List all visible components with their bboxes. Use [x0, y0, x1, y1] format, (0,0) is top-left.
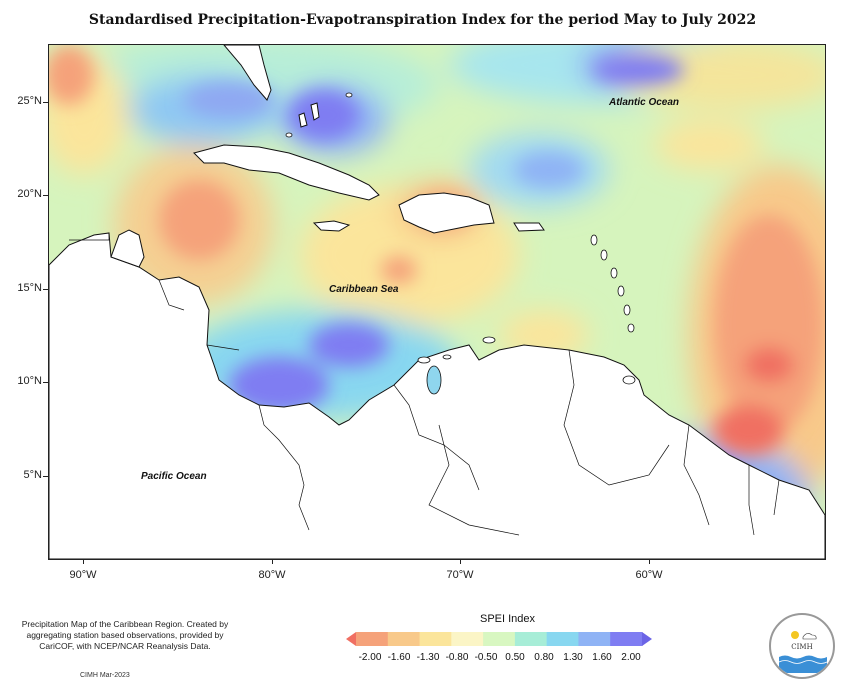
caribbean-sea-label: Caribbean Sea [329, 284, 399, 295]
legend-swatch [451, 632, 484, 646]
map-title: Standardised Precipitation-Evapotranspir… [88, 12, 757, 28]
legend-tick-label: -0.80 [445, 652, 469, 663]
lon-tick [649, 559, 650, 564]
lat-label: 10°N [17, 375, 42, 387]
map-canvas [49, 45, 825, 559]
legend-tick-label: -1.60 [387, 652, 411, 663]
map-credit: CIMH Mar-2023 [80, 672, 130, 679]
legend-colorbar [346, 632, 652, 646]
lat-tick [43, 102, 48, 103]
borders [69, 233, 780, 536]
lon-tick [272, 559, 273, 564]
legend-swatch [642, 632, 652, 646]
lat-tick [43, 476, 48, 477]
legend-tick-label: 2.00 [621, 652, 641, 663]
lon-label: 80°W [258, 569, 286, 581]
lon-tick [460, 559, 461, 564]
cimh-logo: CIMH [769, 613, 835, 679]
lat-tick [43, 382, 48, 383]
lat-tick [43, 195, 48, 196]
legend-swatch [419, 632, 452, 646]
lon-label: 70°W [446, 569, 474, 581]
lon-label: 90°W [69, 569, 97, 581]
legend-tick-label: 1.60 [592, 652, 612, 663]
land [49, 45, 825, 559]
legend-swatch [578, 632, 611, 646]
lat-label: 20°N [17, 188, 42, 200]
atlantic-ocean-label: Atlantic Ocean [609, 97, 680, 108]
lon-label: 60°W [635, 569, 663, 581]
lat-label: 25°N [17, 95, 42, 107]
pacific-ocean-label: Pacific Ocean [141, 471, 207, 482]
legend-tick-label: 0.80 [534, 652, 554, 663]
legend-tick-label: 0.50 [505, 652, 525, 663]
legend-tick-label: 1.30 [563, 652, 583, 663]
legend-swatch [610, 632, 643, 646]
legend-swatch [546, 632, 579, 646]
legend-tick-label: -0.50 [474, 652, 498, 663]
logo-text: CIMH [791, 643, 813, 651]
legend-swatch [514, 632, 548, 646]
legend-tick-label: -2.00 [358, 652, 382, 663]
map-note: Precipitation Map of the Caribbean Regio… [21, 619, 229, 651]
lon-tick [83, 559, 84, 564]
lat-tick [43, 289, 48, 290]
lesser-antilles [285, 92, 636, 385]
legend-tick-label: -1.30 [416, 652, 440, 663]
legend-title: SPEI Index [480, 613, 536, 625]
legend-swatch [356, 632, 389, 646]
cimh-logo-icon [778, 631, 828, 673]
lat-label: 15°N [17, 282, 42, 294]
legend-swatch [483, 632, 516, 646]
lake-maracaibo [426, 365, 442, 395]
spei-map [48, 44, 826, 560]
legend-swatch [346, 632, 356, 646]
legend-swatch [387, 632, 421, 646]
lat-label: 5°N [23, 469, 42, 481]
